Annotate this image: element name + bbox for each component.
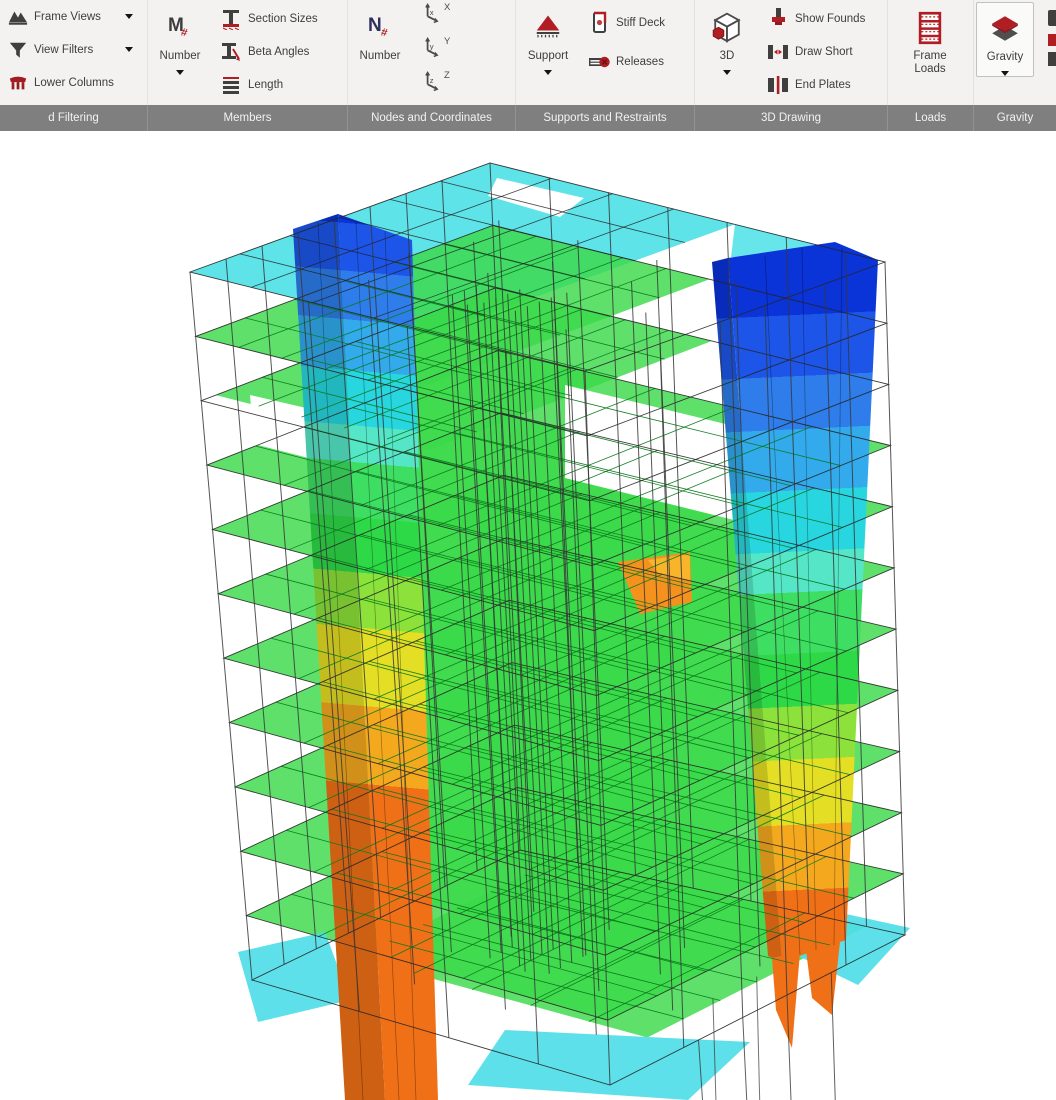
node-number-icon: N # [368, 15, 389, 40]
support-icon [533, 6, 563, 50]
node-number-label: Number [359, 50, 401, 62]
svg-text:y: y [430, 42, 434, 51]
group-label-filtering: d Filtering [0, 105, 148, 131]
end-plates-button[interactable]: End Plates [759, 68, 887, 101]
draw-short-icon [766, 41, 790, 63]
support-label: Support [527, 50, 569, 62]
cube-3d-icon [710, 6, 744, 50]
gravity-icon [988, 7, 1022, 51]
view-3d-button[interactable]: 3D [695, 0, 759, 105]
frame-loads-label: Frame Loads [913, 50, 947, 75]
frame-views-icon [7, 7, 29, 27]
draw-short-button[interactable]: Draw Short [759, 35, 887, 68]
filter-icon [7, 40, 29, 60]
view-filters-button[interactable]: View Filters [0, 33, 147, 66]
chevron-down-icon[interactable] [176, 70, 184, 75]
coordinate-x-button[interactable]: x X [412, 2, 515, 36]
show-founds-icon [766, 7, 790, 30]
ribbon-group-filtering: Frame Views View Filters Lower Columns d… [0, 0, 148, 131]
partial-icon [1048, 52, 1056, 66]
beta-angles-button[interactable]: Beta Angles [212, 35, 347, 68]
ribbon: Frame Views View Filters Lower Columns d… [0, 0, 1056, 131]
axis-x-icon: x [422, 2, 442, 24]
releases-button[interactable]: Releases [580, 45, 694, 78]
coordinate-z-button[interactable]: z Z [412, 70, 515, 104]
frame-loads-button[interactable]: Frame Loads [888, 0, 972, 76]
partial-icon [1048, 10, 1056, 26]
group-label-members: Members [148, 105, 348, 131]
lower-columns-icon [7, 73, 29, 93]
view-filters-label: View Filters [34, 43, 94, 56]
partial-icon [1048, 34, 1056, 46]
chevron-down-icon[interactable] [723, 70, 731, 75]
member-number-icon: M # [168, 15, 189, 40]
group-label-loads: Loads [888, 105, 974, 131]
group-label-supports: Supports and Restraints [516, 105, 695, 131]
partial-button[interactable] [1047, 4, 1056, 96]
ribbon-group-loads: Frame Loads Loads [888, 0, 974, 131]
lower-columns-button[interactable]: Lower Columns [0, 66, 147, 99]
model-viewport[interactable] [0, 131, 1056, 1100]
section-sizes-button[interactable]: Section Sizes [212, 2, 347, 35]
svg-text:z: z [430, 76, 434, 85]
group-label-nodes: Nodes and Coordinates [348, 105, 516, 131]
axis-z-icon: z [422, 70, 442, 92]
chevron-down-icon[interactable] [125, 47, 133, 52]
chevron-down-icon[interactable] [125, 14, 133, 19]
releases-icon [587, 50, 611, 74]
member-number-label: Number [159, 50, 201, 62]
structural-model-3d-view[interactable] [0, 131, 1056, 1100]
chevron-down-icon[interactable] [544, 70, 552, 75]
show-founds-button[interactable]: Show Founds [759, 2, 887, 35]
gravity-label: Gravity [986, 51, 1024, 63]
member-number-button[interactable]: M # Number [148, 0, 212, 105]
ribbon-group-3d: 3D Show Founds Draw Short [695, 0, 888, 131]
end-plates-icon [766, 74, 790, 96]
gravity-button[interactable]: Gravity [976, 2, 1034, 77]
view-3d-label: 3D [719, 50, 735, 62]
ribbon-group-nodes: N # Number x X y Y [348, 0, 516, 131]
support-button[interactable]: Support [516, 0, 580, 105]
svg-text:x: x [430, 8, 434, 17]
ribbon-group-supports: Support Stiff Deck Releases Support [516, 0, 695, 131]
section-sizes-icon [219, 8, 243, 30]
group-label-3d-drawing: 3D Drawing [695, 105, 888, 131]
coordinate-y-button[interactable]: y Y [412, 36, 515, 70]
beta-angles-icon [219, 41, 243, 63]
lower-columns-label: Lower Columns [34, 76, 114, 89]
frame-loads-icon [914, 6, 946, 50]
frame-views-button[interactable]: Frame Views [0, 0, 147, 33]
ribbon-group-gravity: Gravity Gravity [974, 0, 1056, 131]
node-number-button[interactable]: N # Number [348, 0, 412, 105]
axis-y-icon: y [422, 36, 442, 58]
ribbon-group-members: M # Number Section Sizes Beta Angles [148, 0, 348, 131]
stiff-deck-button[interactable]: Stiff Deck [580, 6, 694, 39]
chevron-down-icon[interactable] [1001, 71, 1009, 76]
stiff-deck-icon [587, 11, 611, 35]
length-button[interactable]: Length [212, 68, 347, 101]
length-icon [219, 74, 243, 96]
frame-views-label: Frame Views [34, 10, 101, 23]
group-label-gravity: Gravity [974, 105, 1056, 131]
